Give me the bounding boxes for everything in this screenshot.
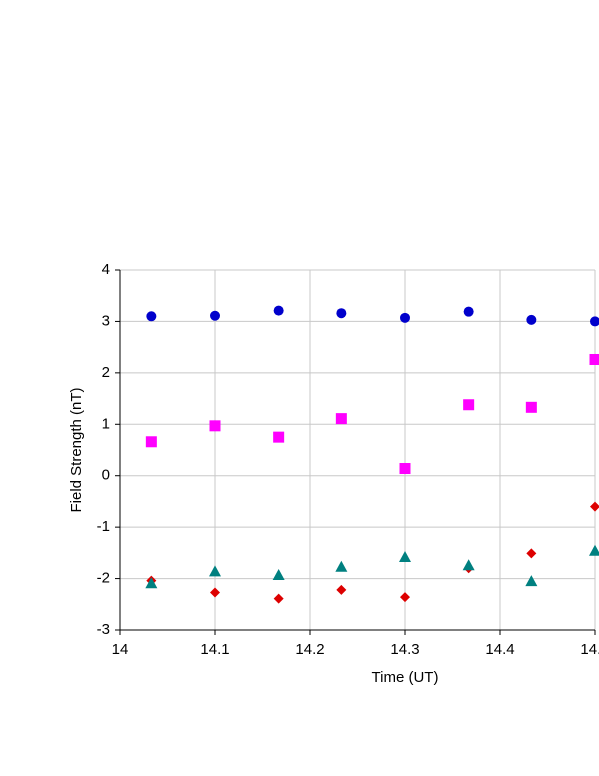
point bbox=[590, 501, 599, 512]
point bbox=[399, 463, 411, 475]
point bbox=[273, 305, 284, 316]
point bbox=[462, 559, 475, 571]
point bbox=[273, 431, 285, 443]
point bbox=[399, 550, 411, 562]
point bbox=[210, 587, 220, 598]
y-tick-label: 3 bbox=[102, 312, 110, 329]
point bbox=[336, 584, 347, 595]
point bbox=[336, 308, 347, 319]
x-tick-label: 14.4 bbox=[485, 641, 514, 658]
point bbox=[526, 314, 537, 325]
x-tick-label: 14.2 bbox=[295, 641, 324, 658]
point bbox=[400, 312, 410, 323]
point bbox=[209, 420, 221, 432]
point bbox=[145, 577, 158, 589]
y-tick-label: 1 bbox=[102, 415, 110, 432]
point bbox=[400, 592, 410, 603]
point bbox=[272, 568, 285, 580]
y-axis-label: Field Strength (nT) bbox=[68, 387, 85, 512]
point bbox=[146, 311, 157, 322]
point bbox=[589, 544, 599, 556]
x-tick-label: 14.5 bbox=[580, 641, 599, 658]
y-tick-label: -1 bbox=[97, 518, 110, 535]
x-axis-label: Time (UT) bbox=[372, 669, 439, 686]
point bbox=[335, 413, 347, 425]
point bbox=[526, 548, 537, 559]
point bbox=[273, 593, 284, 604]
point bbox=[590, 316, 599, 327]
point bbox=[209, 565, 221, 577]
point bbox=[145, 436, 157, 448]
point bbox=[525, 575, 538, 587]
y-tick-label: 2 bbox=[102, 364, 110, 381]
point bbox=[589, 353, 599, 365]
point bbox=[463, 399, 475, 411]
point bbox=[210, 310, 220, 321]
x-tick-label: 14.1 bbox=[200, 641, 229, 658]
y-tick-label: 0 bbox=[102, 467, 110, 484]
y-tick-label: -3 bbox=[97, 621, 110, 638]
point bbox=[335, 560, 348, 572]
point bbox=[463, 306, 474, 317]
x-tick-label: 14.3 bbox=[390, 641, 419, 658]
x-tick-label: 14 bbox=[112, 641, 129, 658]
point bbox=[525, 401, 537, 413]
y-tick-label: -2 bbox=[97, 570, 110, 587]
y-tick-label: 4 bbox=[102, 261, 110, 278]
